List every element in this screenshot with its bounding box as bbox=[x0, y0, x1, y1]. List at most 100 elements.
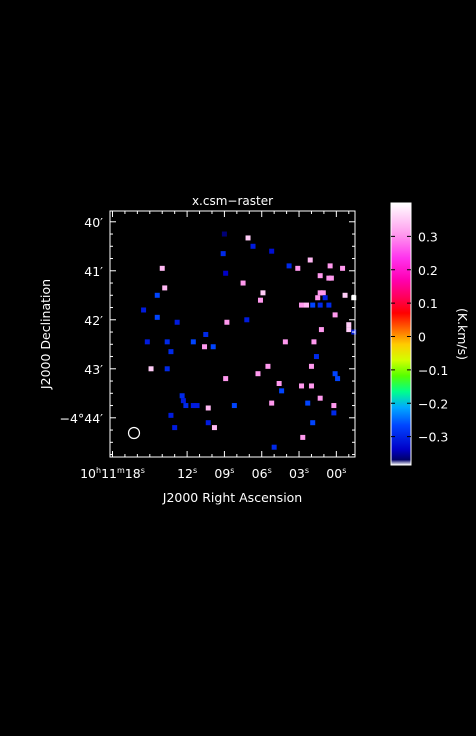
x-axis-title: J2000 Right Ascension bbox=[162, 490, 302, 505]
data-pixel bbox=[245, 235, 251, 241]
colorbar bbox=[390, 202, 412, 466]
data-pixel bbox=[164, 366, 170, 372]
data-pixel bbox=[308, 383, 314, 389]
data-pixel bbox=[332, 371, 338, 377]
y-tick-label: −4°44′ bbox=[60, 411, 104, 426]
data-pixel bbox=[317, 273, 323, 279]
data-pixel bbox=[257, 297, 263, 303]
image-raster bbox=[141, 231, 357, 450]
colorbar-ticks: 0.3 0.2 0.1 0 −0.1 −0.2 −0.3 bbox=[391, 229, 448, 445]
data-pixel bbox=[310, 420, 316, 426]
colorbar-tick-label: 0.3 bbox=[418, 229, 438, 244]
data-pixel bbox=[144, 339, 150, 345]
data-pixel bbox=[202, 344, 208, 350]
data-pixel bbox=[279, 388, 285, 394]
data-pixel bbox=[240, 280, 246, 286]
data-pixel bbox=[346, 327, 352, 333]
data-pixel bbox=[269, 400, 275, 406]
data-pixel bbox=[335, 376, 341, 382]
axis-ticks: 10h11m18s 12s 09s 06s 03s 00s 40′ 41′ 42′ 43′ −4°4… bbox=[60, 211, 355, 481]
data-pixel bbox=[303, 302, 309, 308]
x-tick-label: 03s bbox=[289, 466, 309, 481]
data-pixel bbox=[322, 295, 328, 301]
data-pixel bbox=[271, 444, 277, 450]
data-pixel bbox=[220, 251, 226, 257]
data-pixel bbox=[203, 331, 209, 337]
data-pixel bbox=[180, 398, 186, 404]
data-pixel bbox=[328, 275, 334, 281]
data-pixel bbox=[179, 393, 185, 399]
data-pixel bbox=[326, 302, 332, 308]
data-pixel bbox=[255, 371, 261, 377]
y-tick-label: 42′ bbox=[84, 313, 103, 328]
data-pixel bbox=[190, 403, 196, 409]
data-pixel bbox=[308, 363, 314, 369]
data-pixel bbox=[317, 290, 323, 296]
plot-frame bbox=[109, 210, 356, 458]
chart-title: x.csm−raster bbox=[192, 194, 273, 208]
x-tick-label: 09s bbox=[214, 466, 234, 481]
data-pixel bbox=[223, 376, 229, 382]
colorbar-tick-label: −0.1 bbox=[418, 363, 448, 378]
data-pixel bbox=[148, 366, 154, 372]
data-pixel bbox=[210, 344, 216, 350]
data-pixel bbox=[221, 231, 227, 237]
data-pixel bbox=[331, 403, 337, 409]
data-pixel bbox=[205, 405, 211, 411]
data-pixel bbox=[174, 319, 180, 325]
data-pixel bbox=[305, 400, 311, 406]
data-pixel bbox=[164, 339, 170, 345]
colorbar-tick-label: −0.2 bbox=[418, 396, 448, 411]
data-pixel bbox=[320, 290, 326, 296]
data-pixel bbox=[340, 265, 346, 271]
x-tick-label: 06s bbox=[252, 466, 272, 481]
data-pixel bbox=[295, 265, 301, 271]
x-tick-label: 00s bbox=[326, 466, 346, 481]
data-pixel bbox=[282, 339, 288, 345]
data-pixel bbox=[159, 265, 165, 271]
data-pixel bbox=[154, 292, 160, 298]
data-pixel bbox=[351, 295, 357, 301]
colorbar-tick-label: 0.1 bbox=[418, 296, 438, 311]
data-pixel bbox=[315, 295, 321, 301]
data-pixel bbox=[223, 270, 229, 276]
x-tick-label: 10h11m18s bbox=[80, 466, 145, 481]
data-pixel bbox=[342, 292, 348, 298]
data-pixel bbox=[265, 363, 271, 369]
data-pixel bbox=[141, 307, 147, 313]
data-pixel bbox=[260, 290, 266, 296]
y-tick-label: 41′ bbox=[84, 264, 103, 279]
data-pixel bbox=[318, 327, 324, 333]
data-pixel bbox=[162, 285, 168, 291]
data-pixel bbox=[332, 312, 338, 318]
data-pixel bbox=[172, 425, 178, 431]
data-pixel bbox=[317, 395, 323, 401]
y-tick-label: 40′ bbox=[84, 215, 103, 230]
data-pixel bbox=[307, 257, 313, 263]
data-pixel bbox=[211, 425, 217, 431]
colorbar-tick-label: 0 bbox=[418, 330, 426, 345]
data-pixel bbox=[317, 302, 323, 308]
data-pixel bbox=[194, 403, 200, 409]
data-pixel bbox=[168, 349, 174, 355]
data-pixel bbox=[300, 434, 306, 440]
data-pixel bbox=[346, 322, 352, 328]
data-pixel bbox=[154, 314, 160, 320]
data-pixel bbox=[299, 383, 305, 389]
data-pixel bbox=[183, 403, 189, 409]
data-pixel bbox=[269, 248, 275, 254]
data-pixel bbox=[250, 243, 256, 249]
data-pixel bbox=[327, 263, 333, 269]
data-pixel bbox=[244, 317, 250, 323]
data-pixel bbox=[286, 263, 292, 269]
data-pixel bbox=[168, 412, 174, 418]
colorbar-label: (K.km/s) bbox=[455, 308, 470, 360]
data-pixel bbox=[190, 339, 196, 345]
data-pixel bbox=[299, 302, 305, 308]
data-pixel bbox=[311, 339, 317, 345]
y-tick-label: 43′ bbox=[84, 362, 103, 377]
colorbar-tick-label: 0.2 bbox=[418, 263, 438, 278]
data-pixel bbox=[313, 354, 319, 360]
data-pixel bbox=[310, 302, 316, 308]
